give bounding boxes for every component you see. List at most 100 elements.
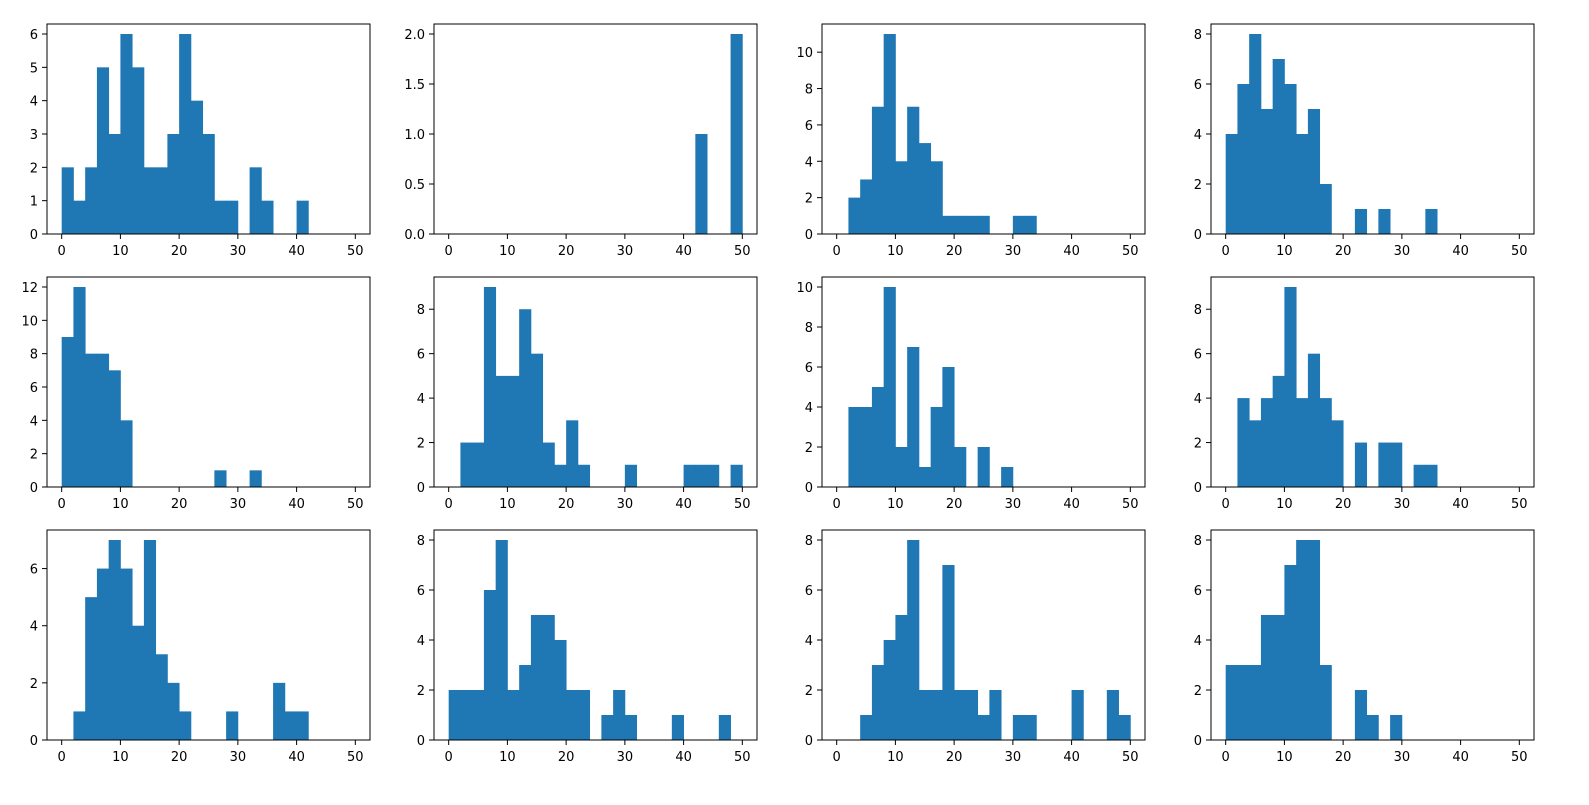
y-tick-label: 2.0 [404,28,425,43]
histogram-bar [695,134,708,234]
histogram-bar [1237,84,1250,234]
histogram-bar [1249,420,1262,487]
y-tick-label: 8 [805,83,813,98]
histogram-bar [730,464,743,487]
x-tick-label: 10 [112,244,129,259]
histogram-bar [1272,615,1285,740]
x-tick-label: 40 [675,244,692,259]
x-tick-label: 0 [58,244,66,259]
axes-frame [1210,23,1535,235]
histogram-bar [1272,59,1285,234]
histogram-bar [930,161,943,234]
histogram-bar [554,640,567,740]
histogram-bar [918,143,932,234]
x-tick-label: 10 [887,497,904,512]
x-tick-label: 50 [734,497,751,512]
y-tick-label: 4 [417,634,425,649]
histogram-bar [495,540,508,740]
y-tick-label: 4 [805,401,813,416]
histogram-panel-6: 0 10 20 30 40 50 0 2 4 6 8 [417,276,758,512]
histogram-bar [519,665,532,740]
histogram-bar [883,287,896,487]
x-tick-label: 30 [230,244,247,259]
histogram-bar [1284,84,1297,234]
histogram-bar [214,470,227,487]
histogram-bar [895,615,908,740]
x-tick-label: 0 [1222,497,1230,512]
histogram-bar [1319,398,1332,487]
histogram-panel-11: 0 10 20 30 40 50 0 2 4 6 8 [805,529,1146,765]
y-tick-label: 0 [417,734,425,749]
histogram-bar [883,34,896,234]
histogram-bar [942,215,955,234]
x-tick-label: 10 [1276,244,1293,259]
x-tick-label: 50 [347,244,364,259]
histogram-bar [108,134,121,234]
x-tick-label: 30 [1394,244,1411,259]
histogram-bar [143,167,157,234]
histogram-panel-10: 0 10 20 30 40 50 0 2 4 6 8 [417,529,758,765]
histogram-bar [519,309,532,487]
y-tick-label: 10 [21,314,38,329]
histogram-bar [954,215,967,234]
y-tick-label: 4 [805,155,813,170]
y-tick-label: 0 [805,734,813,749]
histogram-bar [73,200,86,234]
histogram-panel-7: 0 10 20 30 40 50 0 2 4 6 8 10 [796,276,1146,512]
histogram-bar [907,347,920,487]
y-tick-label: 10 [796,46,813,61]
histogram-bar [718,715,731,740]
y-tick-label: 0 [30,734,38,749]
histogram-bar [1307,109,1321,234]
y-tick-label: 2 [805,684,813,699]
histogram-bar [601,715,614,740]
y-tick-label: 2 [417,684,425,699]
histogram-panel-5: 0 10 20 30 40 50 0 2 4 6 8 10 12 [21,276,371,512]
histogram-bar [695,464,708,487]
histogram-bar [918,690,932,740]
x-tick-label: 30 [1005,497,1022,512]
histogram-bar [577,690,591,740]
histogram-bar [73,711,86,740]
histogram-bar [120,420,133,487]
x-tick-label: 30 [617,750,634,765]
histogram-bar [1106,690,1119,740]
y-tick-label: 4 [30,414,38,429]
y-tick-label: 6 [1194,78,1202,93]
y-tick-label: 2 [1194,437,1202,452]
x-tick-label: 40 [1063,750,1080,765]
histogram-bar [261,200,274,234]
x-tick-label: 40 [675,497,692,512]
x-tick-label: 40 [1452,750,1469,765]
histogram-bar [1237,398,1250,487]
histogram-bar [296,200,309,234]
histogram-bar [1354,690,1368,740]
y-tick-label: 0 [805,228,813,243]
y-tick-label: 8 [417,534,425,549]
histogram-bar [1225,134,1238,234]
x-tick-label: 10 [499,244,516,259]
histogram-bar [1354,209,1368,234]
y-tick-label: 8 [1194,303,1202,318]
histogram-bar [1390,442,1403,487]
x-tick-label: 20 [171,497,188,512]
x-tick-label: 40 [675,750,692,765]
histogram-bar [202,134,215,234]
x-tick-label: 50 [734,244,751,259]
x-tick-label: 10 [112,750,129,765]
x-tick-label: 50 [734,750,751,765]
histogram-bar [460,442,473,487]
histogram-bar [918,467,932,487]
x-tick-label: 50 [1511,244,1528,259]
histogram-bar [73,287,86,487]
histogram-bar [965,690,979,740]
x-tick-label: 0 [833,497,841,512]
y-tick-label: 6 [805,361,813,376]
histogram-bar [167,134,180,234]
x-tick-label: 30 [1005,244,1022,259]
histogram-bar [85,597,98,740]
histogram-bar [460,690,473,740]
histogram-bar [1118,715,1131,740]
y-tick-label: 6 [805,119,813,134]
